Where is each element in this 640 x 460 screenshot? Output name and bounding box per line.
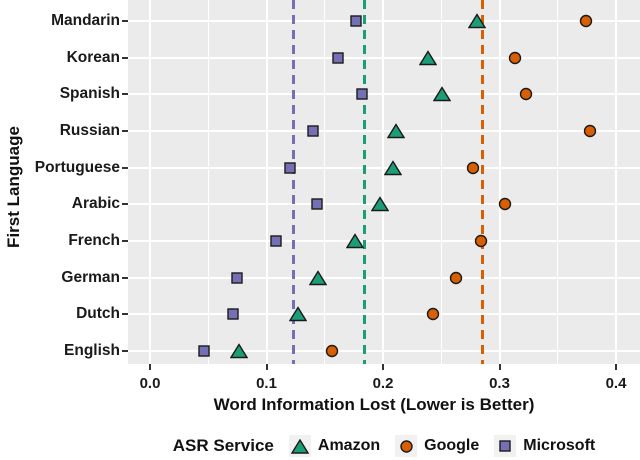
- marker-microsoft-mandarin: [350, 15, 362, 27]
- marker-amazon-french: [345, 233, 365, 249]
- marker-amazon-dutch: [288, 306, 308, 322]
- legend: ASR Service Amazon Google Microsoft: [128, 433, 640, 459]
- y-axis-tick: [122, 166, 128, 169]
- y-axis-tick: [122, 20, 128, 22]
- gridline-minor-vertical: [557, 0, 559, 364]
- marker-google-korean: [508, 51, 521, 64]
- gridline-major-vertical: [382, 0, 384, 364]
- marker-google-portuguese: [466, 161, 479, 174]
- gridline-major-horizontal: [128, 20, 640, 22]
- gridline-major-horizontal: [128, 276, 640, 279]
- microsoft-square-icon: [494, 435, 517, 457]
- y-axis-title: First Language: [4, 126, 23, 248]
- y-axis-label-korean: Korean: [66, 48, 120, 66]
- legend-item-amazon: Amazon: [288, 435, 381, 457]
- gridline-major-vertical: [615, 0, 617, 364]
- gridline-major-horizontal: [128, 166, 640, 169]
- y-axis-tick: [122, 130, 128, 132]
- marker-microsoft-arabic: [310, 198, 323, 211]
- y-axis-tick: [122, 203, 128, 206]
- y-axis-tick: [122, 240, 128, 243]
- y-axis-tick: [122, 56, 128, 59]
- legend-label-amazon: Amazon: [317, 437, 381, 454]
- gridline-major-horizontal: [128, 313, 640, 316]
- y-axis-label-english: English: [64, 342, 120, 360]
- y-axis-tick: [122, 93, 128, 96]
- marker-microsoft-russian: [307, 125, 319, 137]
- y-axis-tick: [122, 313, 128, 316]
- marker-microsoft-german: [231, 271, 244, 284]
- gridline-minor-vertical: [324, 0, 326, 364]
- mean-line-microsoft: [291, 0, 295, 364]
- marker-amazon-korean: [419, 49, 438, 65]
- y-axis-label-arabic: Arabic: [71, 195, 120, 213]
- marker-google-french: [474, 234, 488, 248]
- legend-title: ASR Service: [172, 436, 274, 455]
- gridline-minor-vertical: [440, 0, 442, 364]
- x-axis-tick-label: 0.1: [256, 375, 277, 392]
- y-axis-tick: [122, 350, 128, 353]
- gridline-major-horizontal: [128, 350, 640, 353]
- mean-line-amazon: [362, 0, 366, 364]
- legend-item-google: Google: [395, 435, 479, 457]
- gridline-major-vertical: [498, 0, 501, 364]
- x-axis-tick: [498, 364, 501, 370]
- marker-amazon-portuguese: [384, 159, 403, 175]
- legend-label-microsoft: Microsoft: [523, 437, 596, 454]
- google-circle-icon: [395, 435, 418, 457]
- marker-google-mandarin: [579, 14, 592, 28]
- y-axis-label-german: German: [61, 268, 120, 286]
- marker-google-russian: [584, 124, 597, 138]
- marker-amazon-english: [229, 343, 248, 359]
- gridline-major-vertical: [149, 0, 151, 364]
- legend-label-google: Google: [424, 437, 480, 454]
- gridline-major-horizontal: [128, 56, 640, 59]
- marker-amazon-spanish: [433, 86, 452, 102]
- marker-google-dutch: [426, 308, 440, 321]
- marker-microsoft-english: [197, 345, 210, 357]
- x-axis-tick: [149, 364, 151, 370]
- marker-amazon-german: [308, 269, 328, 285]
- amazon-triangle-icon: [288, 435, 311, 457]
- marker-microsoft-dutch: [227, 308, 239, 321]
- y-axis-label-portuguese: Portuguese: [34, 158, 120, 176]
- gridline-major-horizontal: [128, 93, 640, 96]
- x-axis-tick: [615, 364, 617, 370]
- x-axis-tick: [265, 364, 268, 370]
- y-axis-tick: [122, 276, 128, 279]
- marker-amazon-arabic: [370, 196, 389, 212]
- marker-amazon-mandarin: [468, 13, 487, 29]
- x-axis-tick-label: 0.3: [489, 375, 510, 392]
- x-axis-title: Word Information Lost (Lower is Better): [213, 395, 535, 414]
- plot-panel: [128, 0, 640, 364]
- x-axis-tick: [382, 364, 384, 370]
- y-axis-label-french: French: [68, 232, 120, 250]
- marker-microsoft-portuguese: [284, 161, 296, 174]
- marker-google-german: [450, 271, 463, 284]
- marker-google-arabic: [499, 198, 512, 211]
- x-axis-tick-label: 0.4: [605, 375, 627, 392]
- gridline-major-vertical: [265, 0, 268, 364]
- gridline-major-horizontal: [128, 130, 640, 132]
- x-axis-tick-label: 0.0: [139, 375, 161, 392]
- y-axis-label-russian: Russian: [59, 122, 120, 139]
- y-axis-label-dutch: Dutch: [76, 305, 120, 323]
- legend-item-microsoft: Microsoft: [494, 435, 595, 457]
- y-axis-label-spanish: Spanish: [59, 85, 120, 103]
- y-axis-label-mandarin: Mandarin: [51, 12, 120, 29]
- marker-google-spanish: [520, 88, 533, 101]
- marker-google-english: [325, 344, 338, 358]
- marker-amazon-russian: [386, 123, 406, 139]
- gridline-major-horizontal: [128, 240, 640, 243]
- gridline-minor-vertical: [207, 0, 209, 364]
- x-axis-tick-label: 0.2: [372, 375, 394, 392]
- marker-microsoft-french: [270, 235, 282, 247]
- marker-microsoft-korean: [331, 51, 344, 64]
- mean-line-google: [480, 0, 484, 364]
- marker-microsoft-spanish: [356, 88, 368, 101]
